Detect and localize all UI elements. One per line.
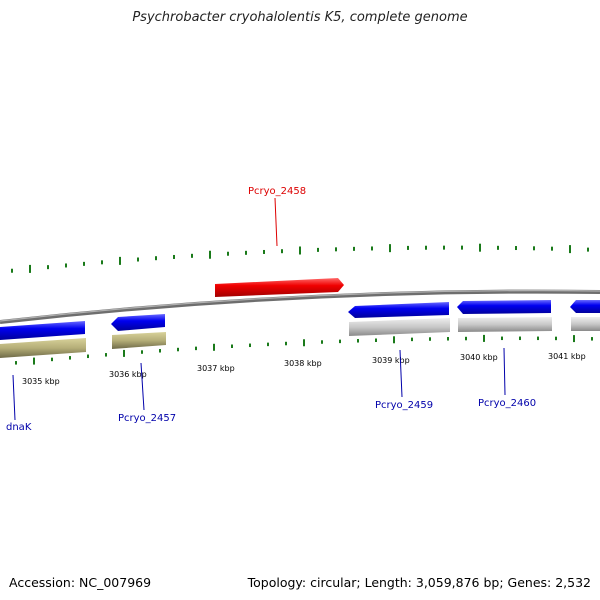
feature-pcryo-2457-cds xyxy=(112,332,166,349)
map-title: Psychrobacter cryohalolentis K5, complet… xyxy=(132,10,468,25)
scale-tick-label: 3035 kbp xyxy=(22,377,60,386)
scale-tick-label: 3039 kbp xyxy=(372,356,410,365)
leader-line-pcryo-2457 xyxy=(140,362,145,411)
scale-tick-label: 3036 kbp xyxy=(109,370,147,379)
leader-line-pcryo-2460 xyxy=(503,347,506,396)
gene-pcryo-2458[interactable] xyxy=(215,278,344,297)
gene-label-pcryo-2458[interactable]: Pcryo_2458 xyxy=(248,186,306,197)
topology-text: Topology: circular; Length: 3,059,876 bp… xyxy=(247,575,591,590)
gene-label-pcryo-2457[interactable]: Pcryo_2457 xyxy=(118,413,176,424)
genome-backbone-highlight xyxy=(0,289,600,322)
leader-line-pcryo-2458 xyxy=(274,197,278,247)
gene-pcryo-2459[interactable] xyxy=(348,302,449,318)
gene-pcryo-2460[interactable] xyxy=(457,300,551,314)
gene-dnak[interactable] xyxy=(0,321,85,340)
scale-tick-label: 3038 kbp xyxy=(284,359,322,368)
gene-next[interactable] xyxy=(570,300,600,313)
leader-line-dnak xyxy=(12,374,16,421)
scale-tick-label: 3041 kbp xyxy=(548,352,586,361)
feature-next-cds xyxy=(571,317,600,331)
scale-tick-label: 3037 kbp xyxy=(197,364,235,373)
gc-content-ticks-lower xyxy=(15,334,593,365)
feature-dnak-cds xyxy=(0,338,86,358)
gene-label-pcryo-2459[interactable]: Pcryo_2459 xyxy=(375,400,433,411)
leader-line-pcryo-2459 xyxy=(399,349,403,398)
gene-label-dnak[interactable]: dnaK xyxy=(6,422,32,433)
gc-content-ticks-upper xyxy=(11,243,589,273)
feature-pcryo-2459-cds xyxy=(349,318,450,336)
feature-pcryo-2460-cds xyxy=(458,317,552,332)
gene-pcryo-2457[interactable] xyxy=(111,314,165,331)
scale-tick-label: 3040 kbp xyxy=(460,353,498,362)
accession-text: Accession: NC_007969 xyxy=(9,575,152,590)
gene-label-pcryo-2460[interactable]: Pcryo_2460 xyxy=(478,398,536,409)
genome-backbone xyxy=(0,289,600,324)
